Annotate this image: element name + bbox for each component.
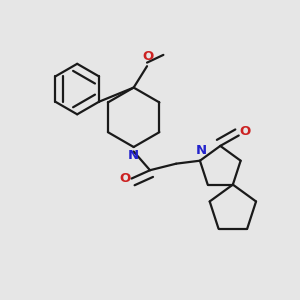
Text: O: O — [142, 50, 154, 63]
Text: N: N — [128, 148, 139, 161]
Text: N: N — [196, 144, 207, 157]
Text: O: O — [119, 172, 131, 185]
Text: O: O — [240, 125, 251, 138]
